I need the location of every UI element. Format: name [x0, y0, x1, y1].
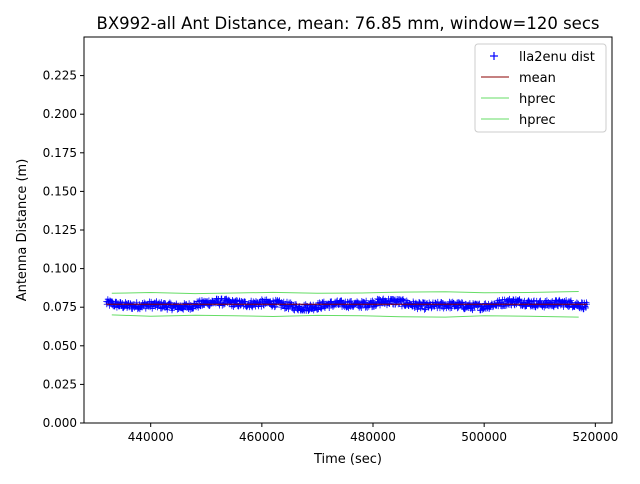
- data-point: [525, 297, 532, 304]
- data-point: [415, 303, 422, 310]
- y-tick-label: 0.025: [43, 377, 77, 391]
- data-point: [314, 306, 321, 313]
- legend: lla2enu dist mean hprec hprec: [474, 43, 607, 133]
- data-point: [319, 300, 326, 307]
- legend-label-mean: mean: [519, 71, 556, 86]
- x-axis-ticks: 440000 460000 480000 500000 520000: [128, 423, 618, 444]
- x-axis-label: Time (sec): [313, 452, 382, 467]
- data-point: [449, 298, 456, 305]
- legend-box: [474, 43, 607, 133]
- series-hprec-upper-line: [111, 291, 579, 295]
- data-point: [421, 306, 428, 313]
- data-point: [554, 301, 561, 308]
- legend-entry-hprec-lower: hprec: [481, 113, 556, 128]
- y-tick-label: 0.150: [43, 184, 77, 198]
- y-axis-label: Antenna Distance (m): [15, 159, 30, 302]
- data-point: [285, 306, 292, 313]
- data-point: [454, 305, 461, 312]
- data-point: [537, 297, 544, 304]
- y-axis-ticks: 0.000 0.025 0.050 0.075 0.100 0.125 0.150 0.175…: [43, 69, 84, 430]
- series-hprec-lower-line: [111, 314, 579, 318]
- x-tick-label: 500000: [461, 430, 507, 444]
- legend-label-hprec-lower: hprec: [519, 113, 556, 128]
- y-tick-label: 0.175: [43, 146, 77, 160]
- data-point: [106, 302, 113, 309]
- legend-entry-hprec-upper: hprec: [481, 92, 556, 107]
- data-point: [363, 297, 370, 304]
- legend-marker-plus-icon: [490, 52, 498, 60]
- data-point: [270, 297, 277, 304]
- chart-title: BX992-all Ant Distance, mean: 76.85 mm, …: [97, 14, 600, 33]
- x-tick-label: 440000: [128, 430, 174, 444]
- axes-frame: [83, 36, 613, 424]
- legend-entry-mean: mean: [481, 71, 556, 86]
- data-point: [305, 307, 312, 314]
- data-point: [399, 296, 406, 303]
- data-point: [459, 299, 466, 306]
- data-point: [233, 297, 240, 304]
- y-tick-label: 0.000: [43, 416, 77, 430]
- data-point: [161, 299, 168, 306]
- data-point: [347, 298, 354, 305]
- x-tick-label: 460000: [239, 430, 285, 444]
- data-point: [267, 298, 274, 305]
- legend-entry-lla2enu-dist: lla2enu dist: [490, 50, 595, 65]
- data-point: [358, 305, 365, 312]
- plot-area: [103, 291, 590, 318]
- data-point: [582, 304, 589, 311]
- y-tick-label: 0.225: [43, 69, 77, 83]
- legend-label-hprec-upper: hprec: [519, 92, 556, 107]
- x-tick-label: 480000: [350, 430, 396, 444]
- data-point: [119, 299, 126, 306]
- data-point: [448, 304, 455, 311]
- data-point: [180, 306, 187, 313]
- data-point: [271, 304, 278, 311]
- y-tick-label: 0.100: [43, 262, 77, 276]
- data-point: [428, 305, 435, 312]
- y-tick-label: 0.075: [43, 300, 77, 314]
- data-point: [469, 305, 476, 312]
- data-point: [348, 298, 355, 305]
- data-point: [326, 304, 333, 311]
- data-point: [530, 298, 537, 305]
- data-point: [241, 298, 248, 305]
- data-point: [187, 302, 194, 309]
- y-tick-label: 0.125: [43, 223, 77, 237]
- y-tick-label: 0.050: [43, 339, 77, 353]
- data-point: [425, 304, 432, 311]
- legend-label-lla2enu-dist: lla2enu dist: [519, 50, 595, 65]
- y-tick-label: 0.200: [43, 107, 77, 121]
- x-tick-label: 520000: [572, 430, 618, 444]
